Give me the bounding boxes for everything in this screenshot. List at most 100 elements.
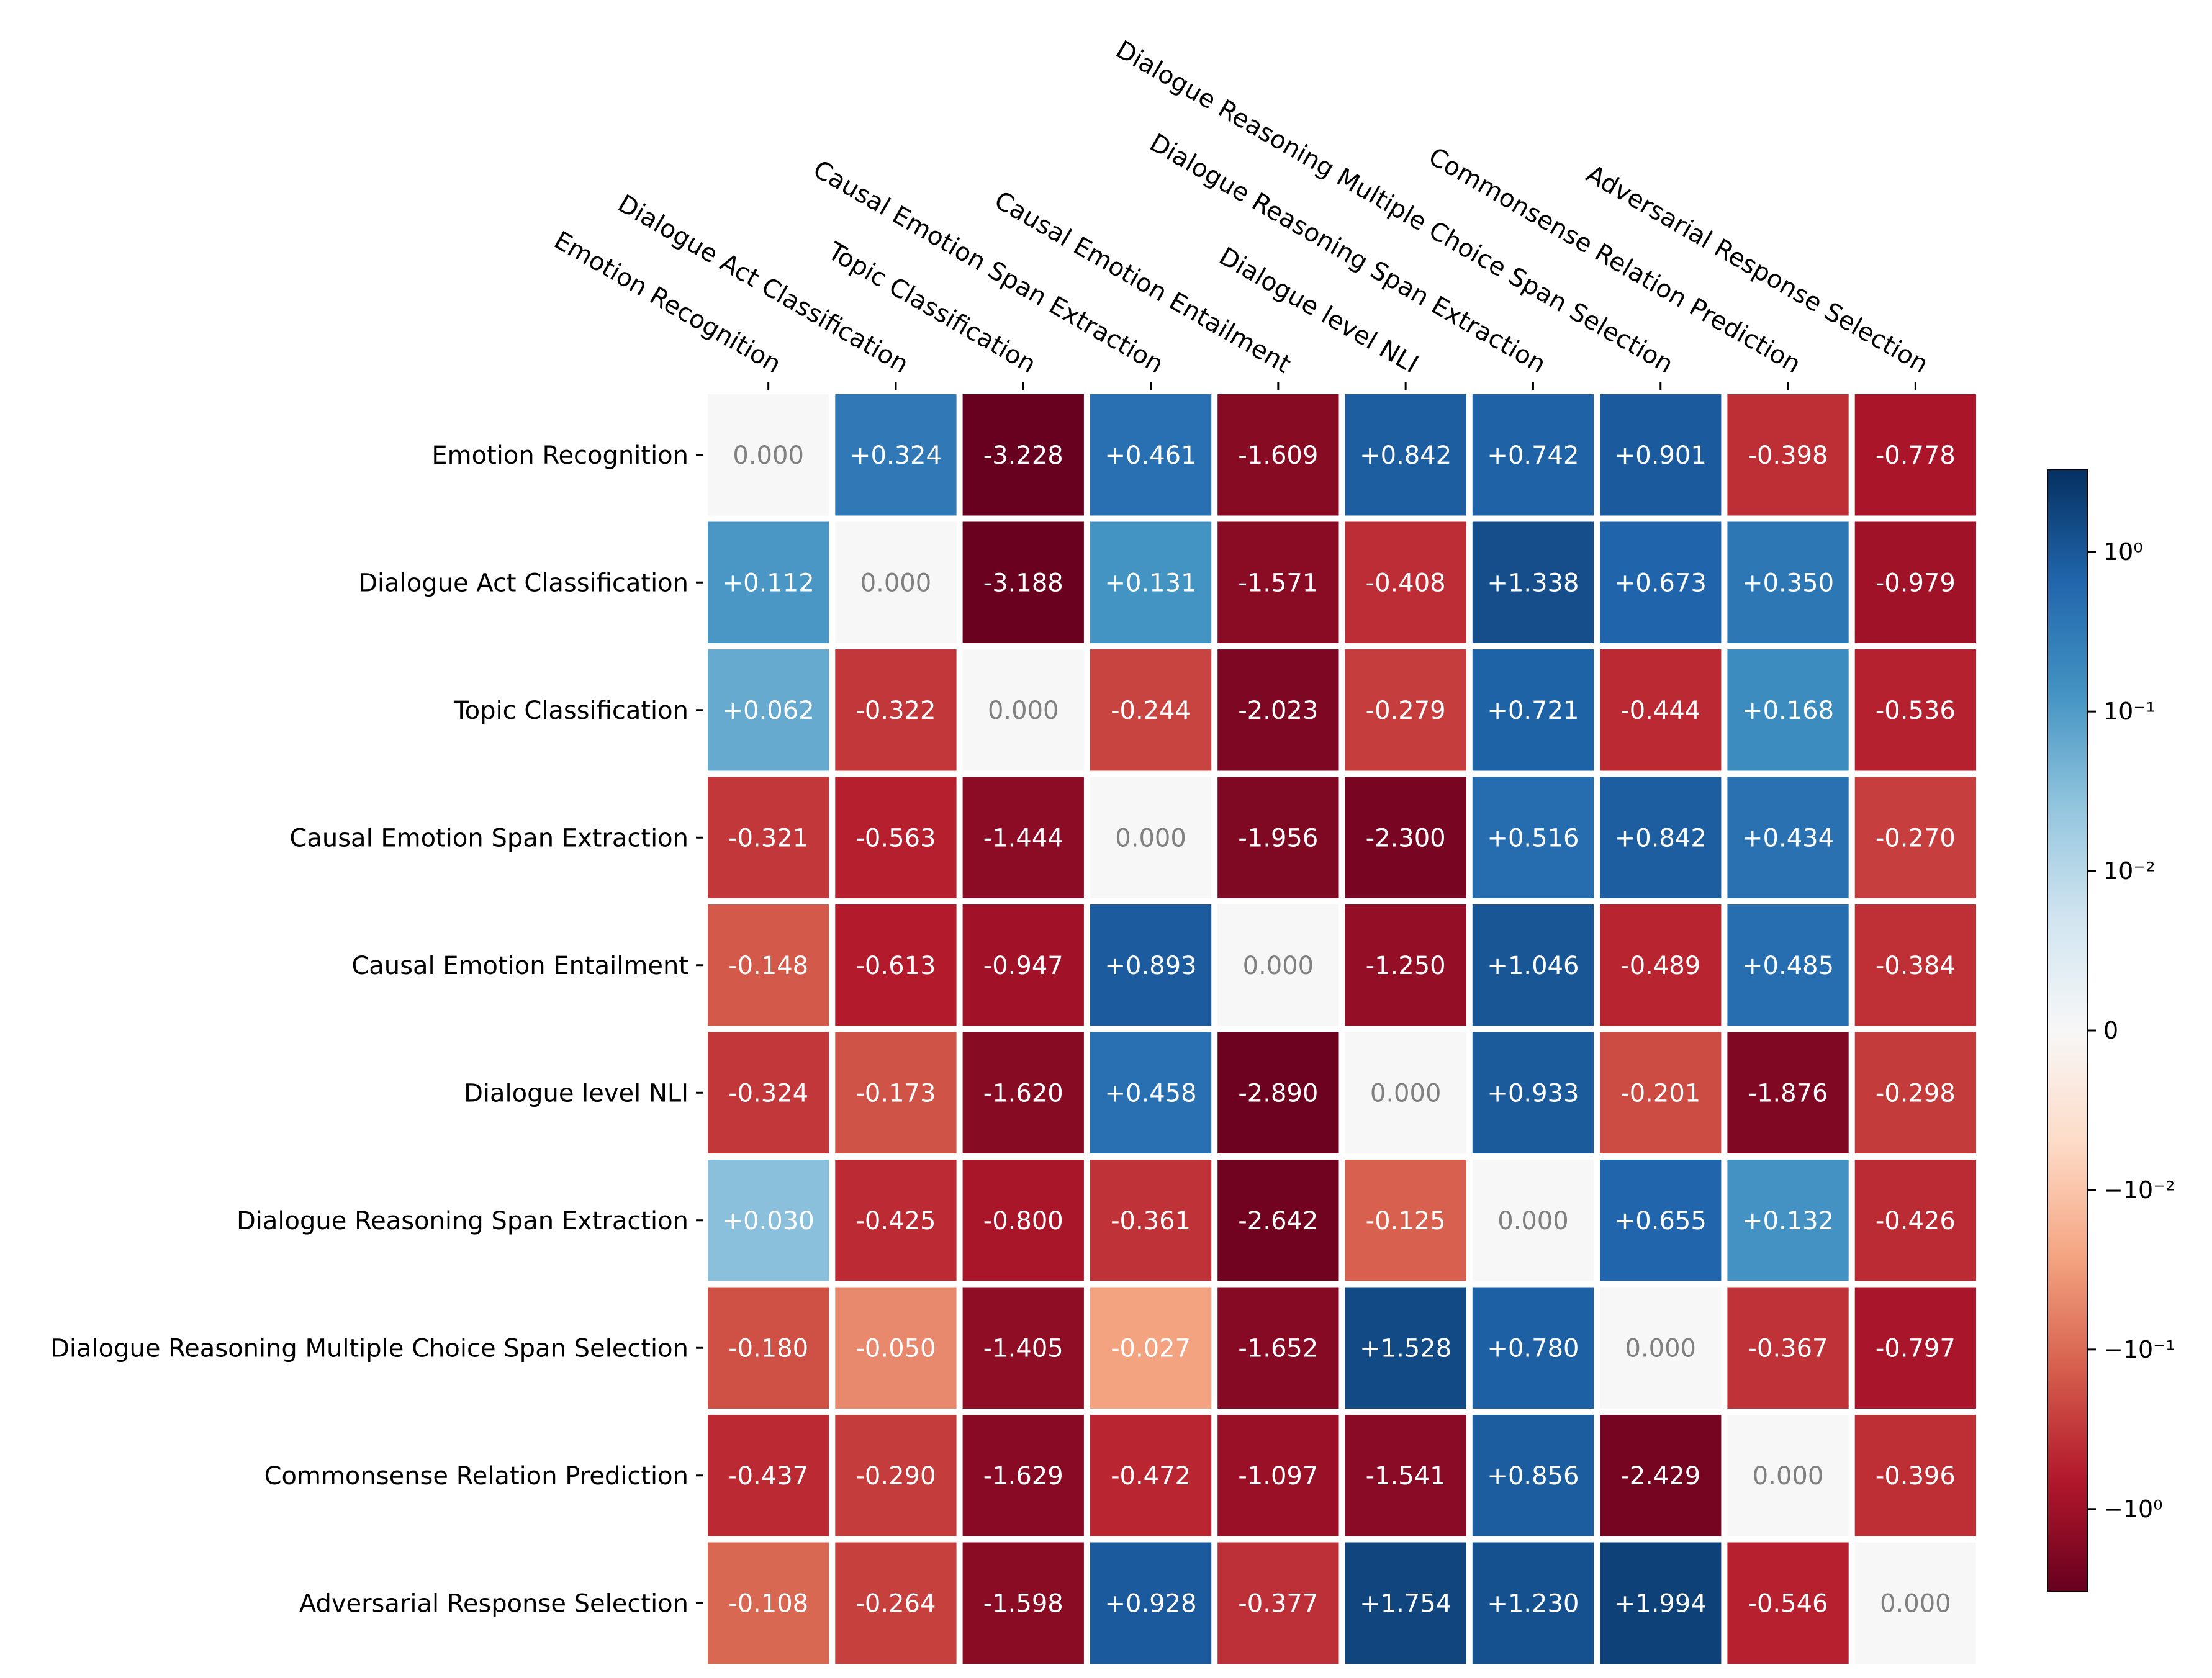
cell-value-label: -0.324 <box>728 1079 808 1107</box>
cell-value-label: -0.947 <box>983 952 1063 980</box>
cell-value-label: -0.408 <box>1366 569 1446 597</box>
cell-value-label: +1.528 <box>1360 1334 1451 1363</box>
cell-value-label: -2.300 <box>1366 824 1446 852</box>
column-label-emotion-recognition: Emotion Recognition <box>549 226 785 379</box>
heatmap-cell <box>1090 521 1212 643</box>
heatmap-cell <box>1854 904 1976 1026</box>
cell-value-label: -0.437 <box>728 1462 808 1491</box>
cell-value-label: -1.405 <box>983 1334 1063 1363</box>
cell-value-label: +0.842 <box>1615 824 1707 852</box>
heatmap-cell <box>1345 1032 1466 1153</box>
row-label-dialogue-reasoning-multiple-choice-span-selection: Dialogue Reasoning Multiple Choice Span … <box>50 1334 688 1363</box>
cell-value-label: -0.546 <box>1748 1589 1828 1618</box>
cell-value-label: -1.097 <box>1238 1462 1318 1491</box>
cell-value-label: +0.434 <box>1742 824 1834 852</box>
cell-value-label: 0.000 <box>1625 1334 1696 1363</box>
heatmap-cell <box>708 1542 829 1664</box>
cell-value-label: +0.842 <box>1360 441 1451 470</box>
heatmap-cell <box>1854 394 1976 516</box>
row-label-causal-emotion-span-extraction: Causal Emotion Span Extraction <box>289 824 688 852</box>
cell-value-label: -2.023 <box>1238 697 1318 725</box>
heatmap-cell <box>1472 904 1594 1026</box>
heatmap-cell <box>1090 394 1212 516</box>
heatmap-cell <box>1472 1032 1594 1153</box>
heatmap-cell <box>1854 1415 1976 1536</box>
heatmap-cell <box>835 394 957 516</box>
heatmap-cell <box>1600 1415 1722 1536</box>
heatmap-cell <box>962 777 1084 898</box>
heatmap-cell <box>1600 649 1722 771</box>
cell-value-label: +0.856 <box>1487 1462 1579 1491</box>
heatmap-cell <box>1472 1542 1594 1664</box>
cell-value-label: +0.516 <box>1487 824 1579 852</box>
heatmap-cell <box>1345 777 1466 898</box>
cell-value-label: +0.324 <box>850 441 942 470</box>
heatmap-cell <box>835 1160 957 1281</box>
cell-value-label: -0.173 <box>855 1079 936 1107</box>
heatmap-cell <box>1090 1160 1212 1281</box>
cell-value-label: -0.398 <box>1748 441 1828 470</box>
cell-value-label: +0.350 <box>1742 569 1834 597</box>
heatmap-cell <box>708 1160 829 1281</box>
cell-value-label: -0.050 <box>855 1334 936 1363</box>
cell-value-label: 0.000 <box>988 697 1059 725</box>
cell-value-label: -1.598 <box>983 1589 1063 1618</box>
cell-value-label: -0.979 <box>1876 569 1956 597</box>
heatmap-cell <box>1854 777 1976 898</box>
cell-value-label: 0.000 <box>1497 1207 1569 1235</box>
heatmap-cell <box>1090 1032 1212 1153</box>
heatmap-cell <box>1090 1415 1212 1536</box>
heatmap-cell <box>1727 1542 1849 1664</box>
cell-value-label: -1.541 <box>1366 1462 1446 1491</box>
heatmap-cell <box>962 394 1084 516</box>
cell-value-label: 0.000 <box>1115 824 1186 852</box>
heatmap-cells: 0.000 +0.324 -3.228 +0.461 -1.609 +0.842 +0.74… <box>708 394 1976 1664</box>
cell-value-label: -0.396 <box>1876 1462 1956 1491</box>
heatmap-cell <box>708 777 829 898</box>
heatmap-cell <box>1600 1542 1722 1664</box>
heatmap-cell <box>1854 1542 1976 1664</box>
heatmap-cell <box>1600 1287 1722 1409</box>
cell-value-label: -0.800 <box>983 1207 1063 1235</box>
colorbar-gradient <box>2047 469 2088 1592</box>
cell-value-label: -0.384 <box>1876 952 1956 980</box>
heatmap-cell <box>1727 1415 1849 1536</box>
heatmap-cell <box>1345 649 1466 771</box>
cell-value-label: -1.956 <box>1238 824 1318 852</box>
cell-value-label: 0.000 <box>1880 1589 1951 1618</box>
cell-value-label: -1.571 <box>1238 569 1318 597</box>
cell-value-label: -0.797 <box>1876 1334 1956 1363</box>
cell-value-label: +0.062 <box>723 697 815 725</box>
heatmap-cell <box>1472 521 1594 643</box>
heatmap-cell <box>962 1287 1084 1409</box>
heatmap-cell <box>708 521 829 643</box>
heatmap-cell <box>1217 521 1339 643</box>
heatmap-cell <box>835 1415 957 1536</box>
heatmap-cell <box>708 1032 829 1153</box>
cell-value-label: -0.279 <box>1366 697 1446 725</box>
heatmap-cell <box>708 1415 829 1536</box>
heatmap-cell <box>1090 649 1212 771</box>
heatmap-cell <box>1600 394 1722 516</box>
cell-value-label: -0.148 <box>728 952 808 980</box>
heatmap-cell <box>1217 1415 1339 1536</box>
cell-value-label: -0.613 <box>855 952 936 980</box>
cell-value-label: +0.458 <box>1105 1079 1197 1107</box>
heatmap-cell <box>962 904 1084 1026</box>
heatmap-cell <box>1217 777 1339 898</box>
cell-value-label: -3.188 <box>983 569 1063 597</box>
cell-value-label: +0.673 <box>1615 569 1707 597</box>
cell-value-label: -2.890 <box>1238 1079 1318 1107</box>
heatmap-cell <box>1090 904 1212 1026</box>
cell-value-label: -1.609 <box>1238 441 1318 470</box>
row-label-topic-classification: Topic Classification <box>453 697 688 725</box>
cell-value-label: -1.444 <box>983 824 1063 852</box>
cell-value-label: -0.108 <box>728 1589 808 1618</box>
cell-value-label: +0.893 <box>1105 952 1197 980</box>
heatmap-cell <box>1217 1542 1339 1664</box>
heatmap-cell <box>1217 904 1339 1026</box>
cell-value-label: -0.377 <box>1238 1589 1318 1618</box>
colorbar: 10⁰ 10⁻¹ 10⁻² 0 −10⁻² −10⁻¹ −10⁰ <box>2047 469 2175 1592</box>
heatmap-cell <box>1472 649 1594 771</box>
heatmap-cell <box>962 521 1084 643</box>
